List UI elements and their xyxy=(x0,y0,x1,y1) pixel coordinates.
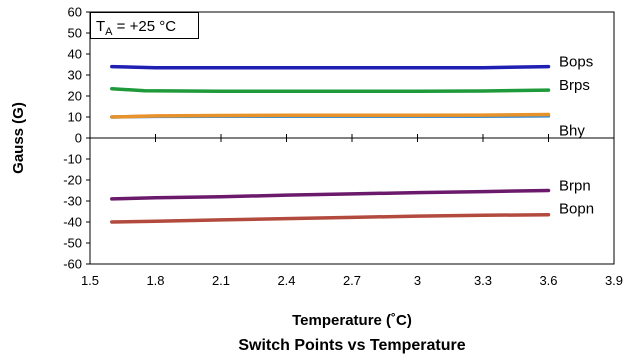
chart-title: Switch Points vs Temperature xyxy=(238,337,465,354)
annotation-sub: A xyxy=(105,26,113,38)
series-line-bopn xyxy=(110,212,551,224)
series-line-brpn xyxy=(110,188,551,201)
y-tick-label: 60 xyxy=(68,5,82,20)
y-tick-label: 30 xyxy=(68,68,82,83)
y-tick-label: 0 xyxy=(75,131,82,146)
x-tick-label: 2.1 xyxy=(212,273,230,288)
series-label-bopn: Bopn xyxy=(559,200,594,217)
series-lines xyxy=(110,64,551,224)
series-labels: Bops Brps Bhy Brpn Bopn xyxy=(559,53,594,217)
y-tick-label: -20 xyxy=(63,173,82,188)
y-tick-label: 50 xyxy=(68,26,82,41)
series-label-brps: Brps xyxy=(559,77,590,94)
x-tick-label: 1.8 xyxy=(146,273,164,288)
x-tick-label: 3.6 xyxy=(539,273,557,288)
x-tick-label: 3.3 xyxy=(474,273,492,288)
series-line-4 xyxy=(110,112,551,119)
y-tick-label: -50 xyxy=(63,236,82,251)
series-label-bops: Bops xyxy=(559,53,593,70)
x-tick-label: 2.7 xyxy=(343,273,361,288)
annotation-box: TA = +25 °C xyxy=(90,12,199,39)
x-tick-label: 1.5 xyxy=(81,273,99,288)
x-tick-label: 2.4 xyxy=(277,273,295,288)
series-label-bhy: Bhy xyxy=(559,123,585,140)
x-tick-label: 3 xyxy=(414,273,421,288)
y-axis-ticks: 60 50 40 30 20 10 0 -10 -20 -30 -40 -50 -60 xyxy=(63,5,90,272)
y-tick-label: 40 xyxy=(68,47,82,62)
x-tick-label: 3.9 xyxy=(605,273,623,288)
annotation-main: T xyxy=(96,18,105,35)
series-line-brps xyxy=(110,86,551,93)
series-label-brpn: Brpn xyxy=(559,177,591,194)
temperature-annotation: TA = +25 °C xyxy=(96,18,176,38)
y-tick-label: -30 xyxy=(63,194,82,209)
y-tick-label: 10 xyxy=(68,110,82,125)
y-tick-label: 20 xyxy=(68,89,82,104)
y-tick-label: -60 xyxy=(63,257,82,272)
x-axis-title: Temperature (˚C) xyxy=(292,312,412,329)
y-axis-title: Gauss (G) xyxy=(10,102,27,174)
annotation-rest: = +25 °C xyxy=(113,18,177,35)
y-tick-label: -10 xyxy=(63,152,82,167)
series-line-bops xyxy=(110,64,551,70)
y-tick-label: -40 xyxy=(63,215,82,230)
x-axis-ticks: 1.5 1.8 2.1 2.4 2.7 3 3.3 3.6 3.9 xyxy=(81,134,623,288)
